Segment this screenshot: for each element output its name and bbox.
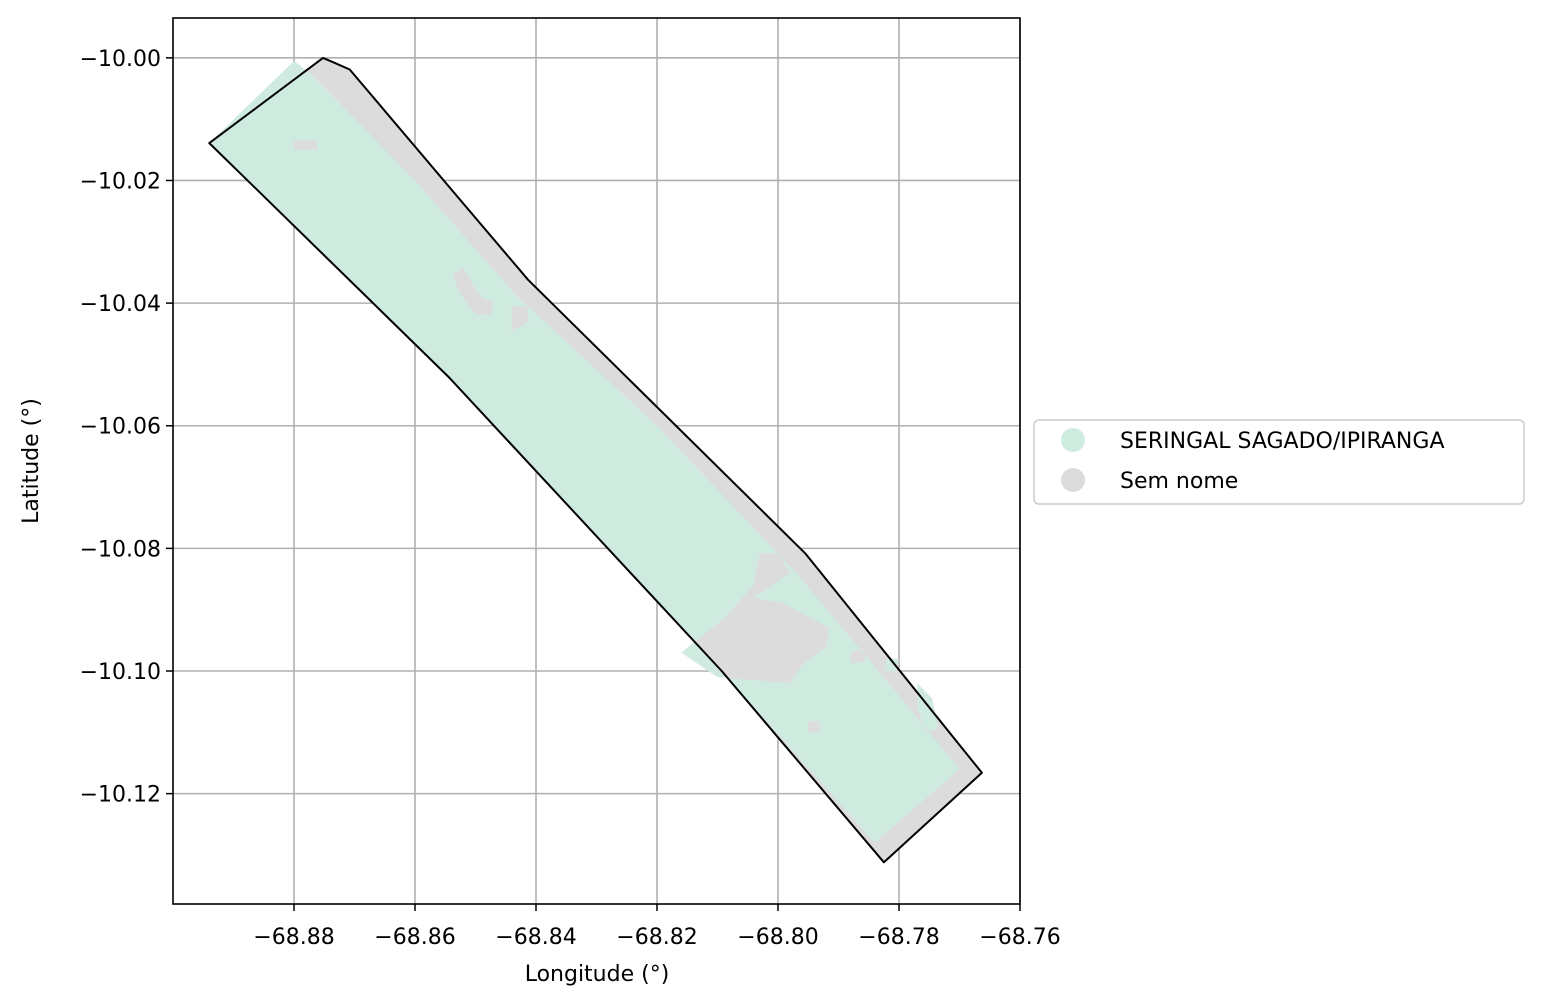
legend-box [1033, 419, 1525, 505]
axis-ticks: −68.88 −68.86 −68.84 −68.82 −68.80 −68.78 −68.… [80, 47, 1061, 950]
y-tick-label: −10.06 [80, 415, 161, 440]
x-tick-label: −68.76 [979, 925, 1060, 950]
x-tick-label: −68.84 [495, 925, 576, 950]
legend-label-sem-nome: Sem nome [1120, 469, 1238, 494]
legend-marker-sem-nome [1061, 468, 1085, 492]
legend-marker-seringal [1061, 428, 1085, 452]
map-shapes [208, 56, 983, 864]
y-tick-label: −10.08 [80, 537, 161, 562]
y-tick-label: −10.12 [80, 783, 161, 808]
x-tick-label: −68.78 [858, 925, 939, 950]
legend: SERINGAL SAGADO/IPIRANGA Sem nome [1033, 419, 1525, 505]
boundary-outline [208, 56, 983, 864]
plot-frame [172, 17, 1021, 905]
y-axis-label: Latitude (°) [19, 398, 44, 524]
x-tick-label: −68.88 [253, 925, 334, 950]
region-seringal-sagado-ipiranga [209, 60, 960, 843]
y-tick-label: −10.10 [80, 660, 161, 685]
y-tick-label: −10.04 [80, 292, 161, 317]
x-tick-label: −68.86 [374, 925, 455, 950]
legend-label-seringal: SERINGAL SAGADO/IPIRANGA [1120, 429, 1445, 454]
x-tick-label: −68.82 [616, 925, 697, 950]
x-tick-label: −68.80 [737, 925, 818, 950]
y-tick-label: −10.00 [80, 47, 161, 72]
y-tick-label: −10.02 [80, 169, 161, 194]
x-axis-label: Longitude (°) [525, 962, 670, 987]
